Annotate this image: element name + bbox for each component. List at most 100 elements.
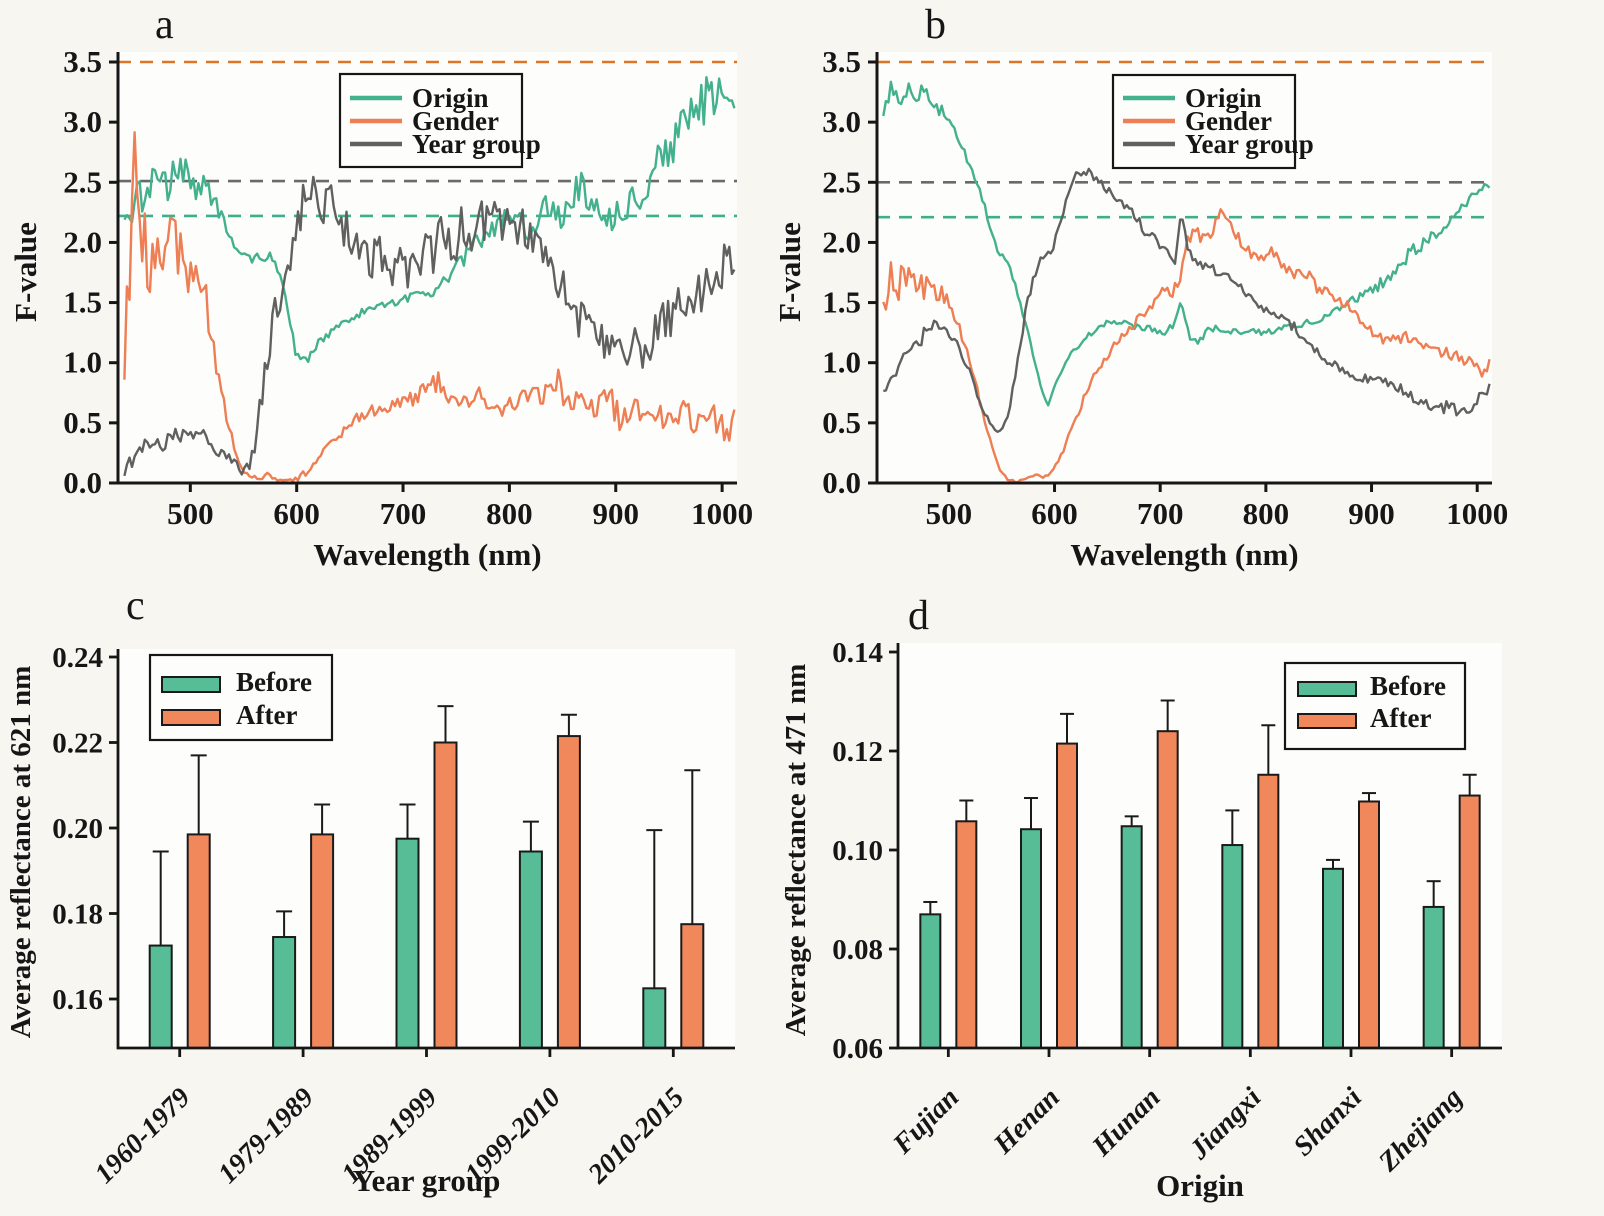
x-tick-label: 900	[1348, 496, 1395, 531]
legend-label: Before	[1370, 671, 1446, 701]
bar-before-4	[642, 987, 667, 1049]
legend-label: Gender	[412, 106, 499, 136]
x-tick-label: 600	[1031, 496, 1078, 531]
legend-swatch-rect	[1297, 681, 1357, 697]
x-tick-label: 1000	[1446, 496, 1508, 531]
legend-label: After	[1370, 703, 1431, 733]
bar-before-0	[148, 944, 173, 1049]
y-tick-label: 2.5	[822, 164, 861, 199]
y-axis-title: F-value	[780, 222, 807, 322]
legend-label: Before	[236, 667, 312, 697]
x-category-label: 2010-2015	[582, 1082, 690, 1190]
y-tick-label: 3.5	[63, 44, 102, 79]
panel-d: 0.06 0.08 0.10 0.12 0.14 Fujian Henan Hunan Jian…	[780, 585, 1604, 1216]
y-tick-label: 2.5	[63, 164, 102, 199]
bar-after-2	[433, 741, 458, 1049]
x-tick-label: 800	[486, 496, 533, 531]
bar-chart-d: 0.06 0.08 0.10 0.12 0.14 Fujian Henan Hunan Jian…	[780, 593, 1502, 1203]
y-tick-label: 3.0	[822, 104, 861, 139]
series-year-group	[883, 167, 1491, 433]
legend-label: After	[236, 700, 297, 730]
y-tick-label: 0.14	[832, 637, 883, 669]
bar-after-1	[1056, 742, 1078, 1049]
bar-after-0	[955, 820, 978, 1049]
x-category-label: Henan	[987, 1082, 1066, 1161]
bar-after-3	[1257, 773, 1280, 1049]
panel-letter: b	[925, 2, 946, 48]
y-tick-label: 1.0	[822, 345, 861, 380]
x-category-label: 1960-1979	[89, 1082, 197, 1190]
legend-label: Year group	[1185, 129, 1314, 159]
bar-before-0	[919, 913, 942, 1049]
bar-before-1	[1020, 828, 1042, 1049]
bar-after-4	[680, 923, 705, 1049]
bar-before-3	[1221, 844, 1244, 1049]
panel-letter: a	[155, 2, 174, 48]
x-axis-title: Wavelength (nm)	[1070, 537, 1298, 572]
panel-a: 0.0 0.5 1.0 1.5 2.0 2.5 3.0 3.5 500 600 700 800 900 1…	[0, 0, 780, 585]
series-gender	[123, 131, 736, 483]
bar-before-4	[1322, 867, 1344, 1049]
y-axis-title: Average reflectance at 471 nm	[780, 664, 812, 1037]
y-tick-label: 0.18	[52, 899, 103, 931]
series-origin	[123, 76, 736, 364]
bar-after-4	[1358, 800, 1380, 1049]
y-tick-label: 0.10	[832, 835, 883, 867]
y-tick-label: 1.5	[822, 285, 861, 320]
y-tick-label: 0.12	[832, 736, 883, 768]
x-category-label: Hunan	[1086, 1082, 1167, 1163]
y-tick-label: 0.0	[822, 465, 861, 500]
x-category-label: Zhejiang	[1372, 1082, 1468, 1178]
bar-before-2	[1120, 825, 1143, 1049]
y-tick-label: 1.0	[63, 345, 102, 380]
bar-after-2	[1156, 730, 1179, 1049]
bar-before-2	[395, 837, 420, 1049]
y-tick-label: 2.0	[63, 224, 102, 259]
x-tick-label: 700	[1137, 496, 1184, 531]
y-tick-label: 0.0	[63, 465, 102, 500]
y-tick-label: 0.24	[52, 642, 103, 674]
bar-after-1	[310, 833, 335, 1049]
x-tick-label: 500	[926, 496, 973, 531]
bar-after-3	[556, 735, 581, 1049]
y-tick-label: 1.5	[63, 285, 102, 320]
y-tick-label: 0.20	[52, 813, 103, 845]
bar-after-0	[186, 833, 211, 1049]
y-tick-label: 3.0	[63, 104, 102, 139]
x-category-label: 1979-1989	[212, 1082, 320, 1190]
bar-before-1	[272, 936, 297, 1050]
bar-after-5	[1458, 794, 1481, 1049]
x-axis-title: Year group	[353, 1163, 501, 1198]
bar-before-5	[1422, 905, 1445, 1049]
series-origin	[882, 80, 1491, 407]
x-tick-label: 700	[380, 496, 427, 531]
y-tick-label: 2.0	[822, 224, 861, 259]
y-tick-label: 0.22	[52, 728, 103, 760]
x-tick-label: 600	[273, 496, 320, 531]
legend-label: Year group	[412, 129, 541, 159]
panel-c: 0.16 0.18 0.20 0.22 0.24 1960-1979 1979-1989 19…	[0, 583, 780, 1216]
legend-box	[1283, 661, 1467, 751]
x-category-label: Fujian	[887, 1082, 966, 1161]
y-tick-label: 0.5	[822, 405, 861, 440]
legend-label: Gender	[1185, 106, 1272, 136]
x-axis-title: Origin	[1156, 1168, 1244, 1203]
x-tick-label: 800	[1243, 496, 1290, 531]
panel-letter: c	[126, 585, 145, 629]
series-year-group	[123, 175, 736, 477]
y-tick-label: 0.16	[52, 984, 103, 1016]
legend-swatch-rect	[1297, 713, 1357, 729]
panel-letter: d	[908, 593, 929, 639]
y-tick-label: 0.08	[832, 934, 883, 966]
y-axis-title: Average reflectance at 621 nm	[5, 666, 37, 1039]
y-axis-title: F-value	[8, 222, 43, 322]
x-axis-title: Wavelength (nm)	[313, 537, 541, 572]
x-tick-label: 1000	[691, 496, 753, 531]
x-category-label: Shanxi	[1288, 1082, 1368, 1162]
legend-label: Origin	[1185, 83, 1262, 113]
x-tick-label: 900	[593, 496, 640, 531]
line-chart-a: 0.0 0.5 1.0 1.5 2.0 2.5 3.0 3.5 500 600 700 800 900 1…	[8, 2, 753, 572]
legend-swatch-rect	[161, 709, 221, 726]
